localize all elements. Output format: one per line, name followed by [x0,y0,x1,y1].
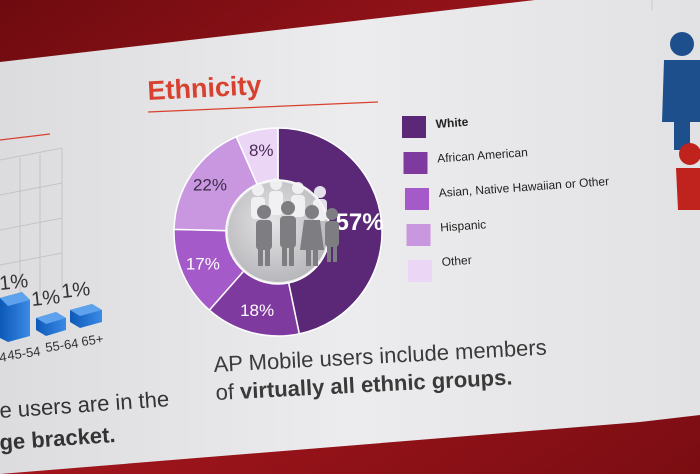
title-underline [147,101,379,113]
age-value-label: 1% [60,278,91,303]
donut-slice-label: 57% [336,209,384,236]
legend-swatch [405,188,429,210]
donut-slice-label: 8% [249,141,274,160]
female-figure-icon [676,143,700,210]
section-title: Ethnicity [147,70,262,106]
age-category-label: 55-64 [44,335,79,354]
age-bar-top [0,292,30,306]
legend-label: Other [441,253,472,269]
age-value-label: 1% [30,286,61,311]
age-chart-bars [0,292,102,342]
age-category-label: 65+ [80,331,104,349]
donut-slice-label: 17% [186,254,220,273]
ethnicity-donut-chart [173,127,383,337]
people-group-icon [251,178,339,266]
age-category-label: 45-54 [6,343,41,362]
legend-label: African American [437,145,528,165]
left-title-underline [0,133,51,141]
donut-slice-label: 22% [193,176,227,195]
caption-line2-prefix: of [215,379,241,405]
age-bar-top [36,312,66,324]
legend-swatch [402,116,426,138]
age-bar-top [70,304,102,316]
legend-swatch [403,152,428,174]
age-value-label: 1% [0,270,29,295]
donut-slice-5 [235,127,279,186]
ethnicity-donut-labels: 57% 18% 17% 22% 8% [186,141,384,320]
male-figure-icon [662,32,700,150]
age-category-label: 4 [0,349,8,365]
legend-label: White [435,115,469,131]
age-chart-grid [0,147,63,300]
age-chart-labels: 1% 1% 1% 4 45-54 55-64 65+ [0,270,104,365]
legend-label: Hispanic [440,217,487,234]
legend-swatch [408,260,432,282]
legend-swatch [406,224,431,246]
donut-slice-label: 18% [240,301,274,320]
